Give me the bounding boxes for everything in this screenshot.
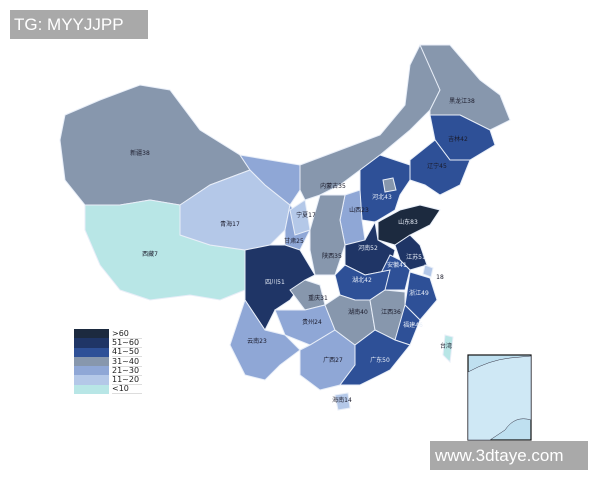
- legend-swatch: [74, 329, 109, 339]
- legend-swatch: [74, 375, 109, 385]
- label-hainan: 海南14: [332, 396, 352, 404]
- legend-item: >60: [74, 329, 142, 339]
- label-guangdong: 广东50: [370, 356, 390, 364]
- label-chongqing: 重庆31: [308, 294, 328, 302]
- label-neimenggu: 内蒙古35: [320, 182, 346, 190]
- region-liaoning[interactable]: [409, 139, 471, 196]
- south-china-sea-inset: [467, 354, 532, 441]
- legend-item: 41~50: [74, 347, 142, 358]
- region-beijing-tianjin[interactable]: [382, 177, 397, 193]
- legend-item: 51~60: [74, 338, 142, 348]
- label-guizhou: 贵州24: [302, 318, 322, 326]
- label-anhui: 安徽41: [387, 261, 407, 269]
- label-gansu: 甘肃25: [284, 237, 304, 245]
- label-ningxia: 宁夏17: [296, 211, 316, 219]
- label-shandong: 山东83: [398, 218, 418, 226]
- legend-label: <10: [112, 384, 142, 395]
- label-guangxi: 广西27: [323, 356, 343, 364]
- label-yunnan: 云南23: [247, 337, 267, 345]
- label-shaanxi: 陕西35: [322, 252, 342, 260]
- legend-swatch: [74, 384, 109, 395]
- legend-swatch: [74, 338, 109, 348]
- label-jiangsu: 江苏51: [406, 253, 426, 261]
- legend-swatch: [74, 347, 109, 357]
- label-heilongjiang: 黑龙江38: [449, 97, 475, 105]
- legend-item: 11~20: [74, 375, 142, 386]
- legend-label: 21~30: [112, 366, 142, 376]
- region-hainan[interactable]: [334, 392, 351, 411]
- legend-swatch: [74, 356, 109, 367]
- label-jiangxi: 江西36: [381, 309, 401, 316]
- label-hebei: 河北43: [372, 193, 392, 201]
- label-jilin: 吉林42: [448, 135, 468, 143]
- region-shandong[interactable]: [377, 204, 441, 246]
- legend: >60 51~60 41~50 31~40 21~30 11~20 <10: [74, 329, 142, 395]
- label-hunan: 湖南40: [348, 308, 368, 316]
- legend-label: 51~60: [112, 338, 142, 348]
- label-hubei: 湖北42: [352, 276, 372, 284]
- label-liaoning: 辽宁45: [427, 162, 447, 170]
- province-labels: 新疆38 西藏7 青海17 甘肃25 宁夏17 内蒙古35 黑龙江38 吉林42…: [130, 97, 475, 404]
- label-shanghai: 18: [436, 274, 444, 281]
- legend-label: 41~50: [112, 347, 142, 358]
- label-sichuan: 四川51: [265, 279, 285, 286]
- label-shanxi: 山西23: [349, 206, 369, 214]
- label-xizang: 西藏7: [142, 250, 158, 258]
- region-taiwan[interactable]: [442, 334, 454, 364]
- watermark-bottom-right: www.3dtaye.com: [430, 441, 588, 470]
- legend-label: 11~20: [112, 375, 142, 386]
- region-shaanxi[interactable]: [309, 194, 346, 276]
- legend-swatch: [74, 366, 109, 376]
- region-shanghai[interactable]: [422, 264, 434, 278]
- legend-label: 31~40: [112, 357, 142, 367]
- region-yunnan[interactable]: [229, 298, 301, 381]
- label-taiwan: 台湾: [440, 342, 452, 350]
- legend-item: 31~40: [74, 356, 142, 367]
- region-guangdong[interactable]: [339, 329, 411, 386]
- label-qinghai: 青海17: [220, 220, 240, 228]
- label-henan: 河南52: [358, 244, 378, 252]
- legend-label: >60: [112, 329, 142, 339]
- label-zhejiang: 浙江49: [409, 289, 429, 297]
- region-chongqing[interactable]: [289, 279, 326, 311]
- legend-item: <10: [74, 384, 142, 395]
- legend-item: 21~30: [74, 366, 142, 376]
- watermark-top-left: TG: MYYJJPP: [10, 10, 148, 39]
- label-xinjiang: 新疆38: [130, 149, 150, 157]
- label-fujian: 福建46: [403, 321, 423, 329]
- region-zhejiang[interactable]: [404, 271, 438, 321]
- provinces: [59, 44, 511, 411]
